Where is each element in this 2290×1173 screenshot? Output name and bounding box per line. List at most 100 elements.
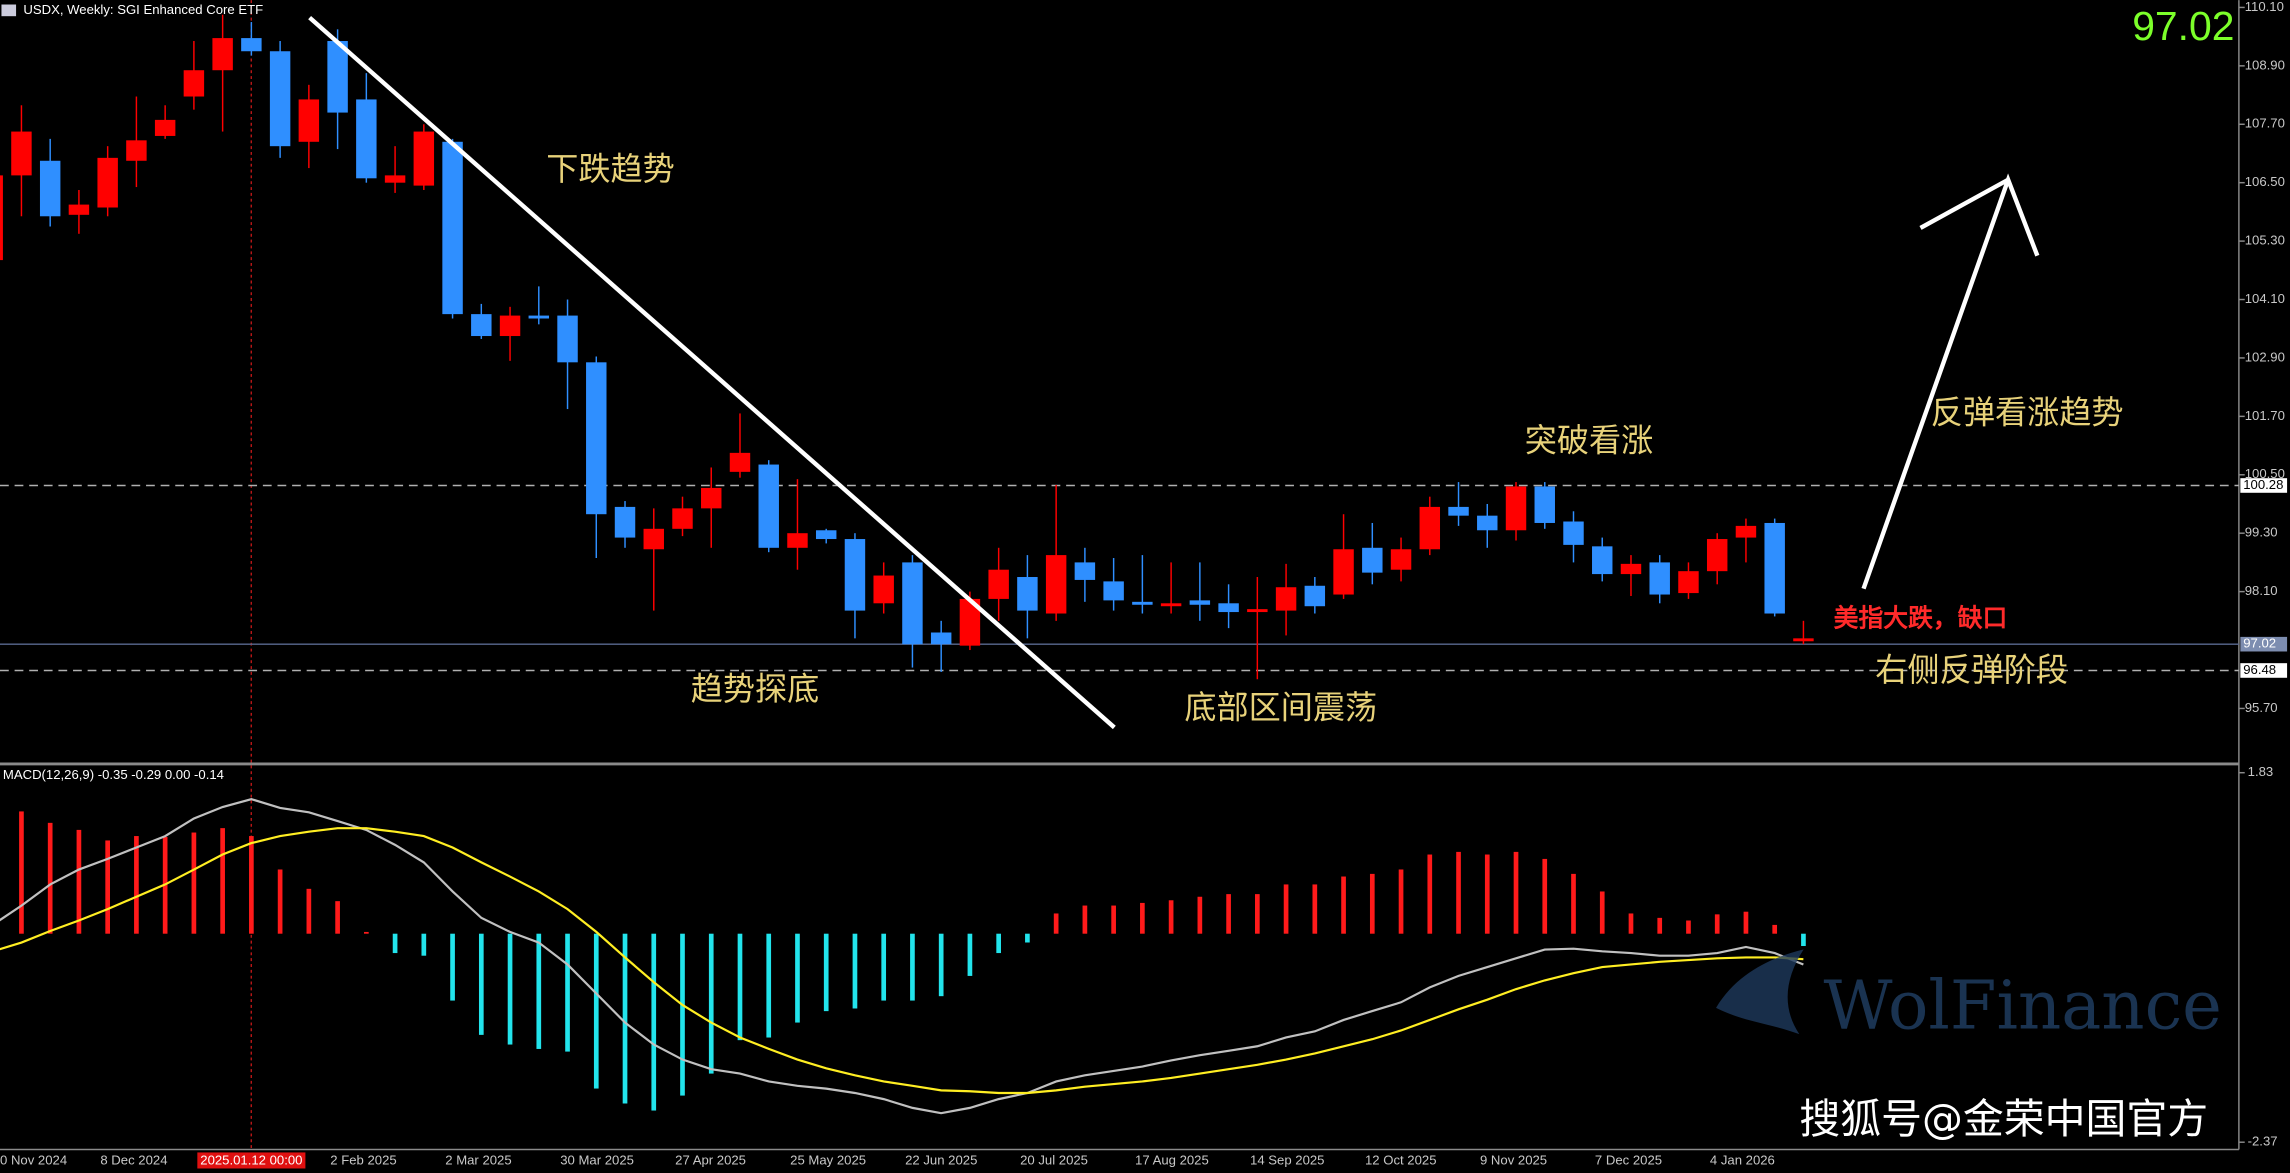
histogram-bar [708,933,714,1074]
histogram-bar [450,933,455,1001]
candle-body [1649,562,1670,595]
histogram-bar [1801,933,1806,947]
histogram-bar [364,931,369,934]
x-tick-label: 12 Oct 2025 [1365,1153,1437,1168]
candle-body [1534,486,1555,523]
y-tick-label: -2.37 [2248,1134,2278,1149]
histogram-bar [593,933,599,1089]
y-tick-label: 101.70 [2245,408,2285,423]
histogram-bar [1427,854,1433,934]
histogram-bar [996,933,1001,954]
histogram-bar [967,933,973,976]
y-tick-label: 106.50 [2245,174,2285,189]
candle-body [672,508,693,529]
histogram-bar [1226,894,1231,934]
histogram-bar [19,811,24,934]
histogram-bar [1484,854,1490,934]
histogram-bar [105,840,111,934]
candle-body [1448,506,1469,516]
histogram-bar [335,901,340,934]
candle-body [1304,585,1326,607]
histogram-bar [852,933,858,1009]
watermark-logo [1716,949,1804,1035]
candle-body [97,157,118,208]
candle-body [614,506,636,538]
candle-body [413,131,435,186]
candle-body [988,569,1009,599]
level-tag [2240,478,2288,493]
histogram-bar [1168,900,1174,934]
y-tick-label: 104.10 [2245,291,2285,306]
candle-body [1477,515,1498,531]
histogram-bar [134,836,139,934]
histogram-bar [565,933,570,1052]
x-tick-label: 20 Jul 2025 [1020,1153,1088,1168]
annotation: 美指大跌，缺口 [1834,604,2008,633]
x-tick-label: 4 Jan 2026 [1710,1153,1775,1168]
histogram-bar [1743,911,1749,934]
macd-line [0,798,1804,1115]
histogram-bar [1283,884,1289,934]
candle-body [11,131,32,176]
candle-body [1505,486,1527,531]
candle-body [586,362,607,515]
last-price-label: 97.02 [2243,636,2276,651]
histogram-bar [1053,913,1059,934]
histogram-bar [1714,914,1720,934]
candle-body [1045,555,1067,614]
annotation: 下跌趋势 [546,151,675,187]
x-tick-label: 30 Mar 2025 [560,1153,634,1168]
candle-body [327,41,348,113]
histogram-bar [1542,858,1548,934]
y-tick-label: 95.70 [2245,700,2278,715]
x-tick-label: 27 Apr 2025 [675,1153,746,1168]
histogram-bar [76,829,82,934]
histogram-bar [220,828,225,934]
candle-body [183,70,205,97]
candle-body [356,99,377,179]
candle-body [1074,562,1096,580]
histogram-bar [507,933,513,1045]
histogram-bar [1599,891,1605,934]
candle-body [959,598,981,646]
histogram-bar [249,836,254,934]
y-tick-label: 98.10 [2245,583,2278,598]
signal-line [0,827,1804,1095]
histogram-bar [306,888,312,934]
histogram-bar [938,933,944,997]
candle-body [1563,521,1584,545]
candle-body [729,452,751,472]
histogram-bar [1111,905,1116,934]
x-tick-label: 2 Feb 2025 [330,1153,396,1168]
candle-body [873,575,894,604]
candle-body [701,487,722,509]
histogram-bar [1513,851,1519,934]
level-label: 100.28 [2243,477,2283,492]
level-label: 96.48 [2243,662,2276,677]
histogram-bar [1772,924,1778,934]
candle-body [0,175,3,261]
candle-body [643,528,664,550]
candle-body [1333,549,1354,595]
y-tick-label: 1.83 [2248,764,2274,779]
candle-body [1764,522,1785,614]
watermark: WolFinance [1824,966,2222,1044]
histogram-bar [536,933,542,1049]
candle-body [39,160,61,217]
crosshair-tag [197,1152,306,1169]
candle-body [1592,546,1613,575]
chart-title: USDX, Weekly: SGI Enhanced Core ETF [23,2,263,17]
candle-body [815,530,837,540]
candle-body [1706,539,1728,572]
candle-body [499,315,521,337]
trend-line [308,16,1116,730]
candle-body [1218,603,1239,613]
annotation: 突破看涨 [1525,422,1654,458]
histogram-bar [766,933,772,1038]
arrow-head [1919,177,2010,230]
x-tick-label: 2 Mar 2025 [445,1153,511,1168]
annotation: 底部区间震荡 [1184,690,1377,726]
candle-body [528,315,550,319]
